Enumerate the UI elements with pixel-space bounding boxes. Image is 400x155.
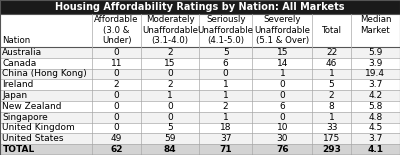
Text: 0: 0 (114, 91, 120, 100)
Text: 71: 71 (219, 145, 232, 154)
Text: 59: 59 (164, 134, 176, 143)
Text: 3.7: 3.7 (368, 80, 382, 89)
Text: 6: 6 (280, 102, 285, 111)
Text: 2: 2 (223, 102, 228, 111)
Text: United Kingdom: United Kingdom (2, 124, 75, 133)
Text: 3.7: 3.7 (368, 134, 382, 143)
Text: Severely: Severely (264, 15, 301, 24)
Text: (4.1-5.0): (4.1-5.0) (207, 36, 244, 45)
Text: 5: 5 (329, 80, 334, 89)
Text: 2: 2 (114, 80, 119, 89)
Text: 18: 18 (220, 124, 232, 133)
Text: United States: United States (2, 134, 64, 143)
Bar (0, 69, 400, 79)
Text: Median: Median (360, 15, 391, 24)
Text: New Zealand: New Zealand (2, 102, 62, 111)
Text: 4.8: 4.8 (368, 113, 382, 122)
Text: 10: 10 (277, 124, 288, 133)
Text: Ireland: Ireland (2, 80, 34, 89)
Text: 0: 0 (167, 69, 173, 78)
Text: 0: 0 (280, 80, 285, 89)
Text: 4.1: 4.1 (368, 145, 384, 154)
Text: 46: 46 (326, 59, 337, 68)
Text: 175: 175 (323, 134, 340, 143)
Text: 4.5: 4.5 (368, 124, 382, 133)
Text: 0: 0 (280, 113, 285, 122)
Text: 76: 76 (276, 145, 289, 154)
Text: 6: 6 (223, 59, 228, 68)
Text: 0: 0 (114, 48, 120, 57)
Text: 1: 1 (329, 69, 334, 78)
Bar (0, 79, 400, 90)
Text: 15: 15 (277, 48, 288, 57)
Text: 1: 1 (329, 113, 334, 122)
Text: 22: 22 (326, 48, 337, 57)
Text: Housing Affordability Ratings by Nation: All Markets: Housing Affordability Ratings by Nation:… (55, 2, 345, 12)
Text: 11: 11 (111, 59, 122, 68)
Text: Japan: Japan (2, 91, 28, 100)
Text: 2: 2 (329, 91, 334, 100)
Text: 5.8: 5.8 (368, 102, 382, 111)
Text: 0: 0 (114, 124, 120, 133)
Text: Moderately: Moderately (146, 15, 194, 24)
Text: 62: 62 (110, 145, 123, 154)
Text: 2: 2 (167, 80, 173, 89)
Text: 1: 1 (280, 69, 285, 78)
Text: Unaffordable: Unaffordable (142, 26, 198, 35)
Text: China (Hong Kong): China (Hong Kong) (2, 69, 87, 78)
Text: 0: 0 (114, 113, 120, 122)
Bar (0, 0, 400, 14)
Text: 2: 2 (167, 48, 173, 57)
Text: (5.1 & Over): (5.1 & Over) (256, 36, 309, 45)
Text: 0: 0 (114, 102, 120, 111)
Text: 5: 5 (167, 124, 173, 133)
Bar (0, 123, 400, 133)
Text: Under): Under) (102, 36, 131, 45)
Text: 1: 1 (167, 91, 173, 100)
Text: 33: 33 (326, 124, 337, 133)
Text: 0: 0 (114, 69, 120, 78)
Text: 5.9: 5.9 (368, 48, 382, 57)
Text: 84: 84 (164, 145, 176, 154)
Bar (0, 47, 400, 58)
Bar (0, 58, 400, 69)
Text: 4.2: 4.2 (368, 91, 382, 100)
Text: 1: 1 (223, 80, 228, 89)
Text: 3.9: 3.9 (368, 59, 382, 68)
Text: 37: 37 (220, 134, 232, 143)
Text: 0: 0 (280, 91, 285, 100)
Text: 49: 49 (111, 134, 122, 143)
Text: 0: 0 (167, 102, 173, 111)
Text: Singapore: Singapore (2, 113, 48, 122)
Text: 293: 293 (322, 145, 341, 154)
Text: Nation: Nation (2, 36, 30, 45)
Text: (3.0 &: (3.0 & (103, 26, 130, 35)
Text: 15: 15 (164, 59, 176, 68)
Text: Unaffordable: Unaffordable (254, 26, 310, 35)
Text: 1: 1 (223, 91, 228, 100)
Text: 0: 0 (223, 69, 228, 78)
Bar (0, 101, 400, 112)
Text: 30: 30 (277, 134, 288, 143)
Bar (0, 144, 400, 155)
Text: TOTAL: TOTAL (2, 145, 35, 154)
Bar (0, 90, 400, 101)
Text: 8: 8 (329, 102, 334, 111)
Text: Total: Total (322, 26, 342, 35)
Text: 0: 0 (167, 113, 173, 122)
Text: (3.1-4.0): (3.1-4.0) (152, 36, 188, 45)
Text: Australia: Australia (2, 48, 42, 57)
Text: Market: Market (360, 26, 390, 35)
Text: 5: 5 (223, 48, 228, 57)
Text: 14: 14 (277, 59, 288, 68)
Text: 1: 1 (223, 113, 228, 122)
Text: Affordable: Affordable (94, 15, 139, 24)
Bar (0, 112, 400, 123)
Text: Unaffordable: Unaffordable (198, 26, 254, 35)
Text: 19.4: 19.4 (366, 69, 386, 78)
Bar (0, 133, 400, 144)
Text: Seriously: Seriously (206, 15, 246, 24)
Text: Canada: Canada (2, 59, 37, 68)
